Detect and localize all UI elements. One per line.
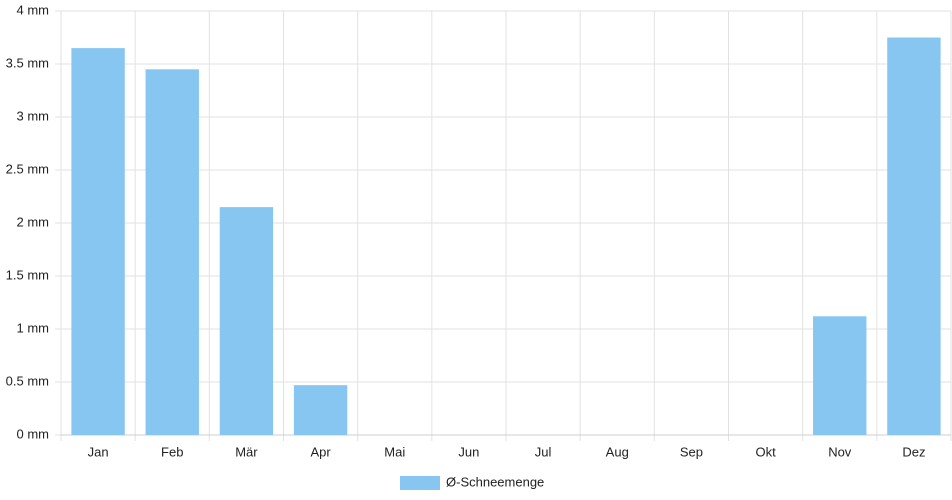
legend-label: Ø-Schneemenge bbox=[446, 474, 544, 489]
x-tick-label: Mär bbox=[235, 444, 258, 459]
y-tick-label: 2.5 mm bbox=[6, 161, 49, 176]
bar bbox=[813, 316, 867, 435]
bar bbox=[887, 37, 941, 435]
y-tick-label: 0.5 mm bbox=[6, 373, 49, 388]
x-tick-label: Apr bbox=[310, 444, 331, 459]
bar bbox=[293, 385, 348, 435]
x-tick-label: Jan bbox=[88, 444, 109, 459]
bar bbox=[71, 48, 125, 435]
x-tick-label: Mai bbox=[384, 444, 405, 459]
legend-swatch bbox=[400, 476, 440, 490]
bar bbox=[145, 69, 199, 436]
x-tick-label: Feb bbox=[161, 444, 183, 459]
x-tick-label: Nov bbox=[828, 444, 852, 459]
bar bbox=[219, 207, 274, 435]
y-tick-label: 1.5 mm bbox=[6, 267, 49, 282]
y-tick-label: 1 mm bbox=[17, 320, 50, 335]
x-tick-label: Sep bbox=[680, 444, 703, 459]
x-tick-label: Jul bbox=[535, 444, 552, 459]
y-tick-label: 3.5 mm bbox=[6, 55, 49, 70]
x-tick-label: Aug bbox=[606, 444, 629, 459]
y-tick-label: 2 mm bbox=[17, 214, 50, 229]
x-tick-label: Jun bbox=[458, 444, 479, 459]
y-tick-label: 0 mm bbox=[17, 426, 50, 441]
y-tick-label: 4 mm bbox=[17, 2, 50, 17]
y-tick-label: 3 mm bbox=[17, 108, 50, 123]
x-tick-label: Dez bbox=[902, 444, 925, 459]
x-tick-label: Okt bbox=[755, 444, 776, 459]
